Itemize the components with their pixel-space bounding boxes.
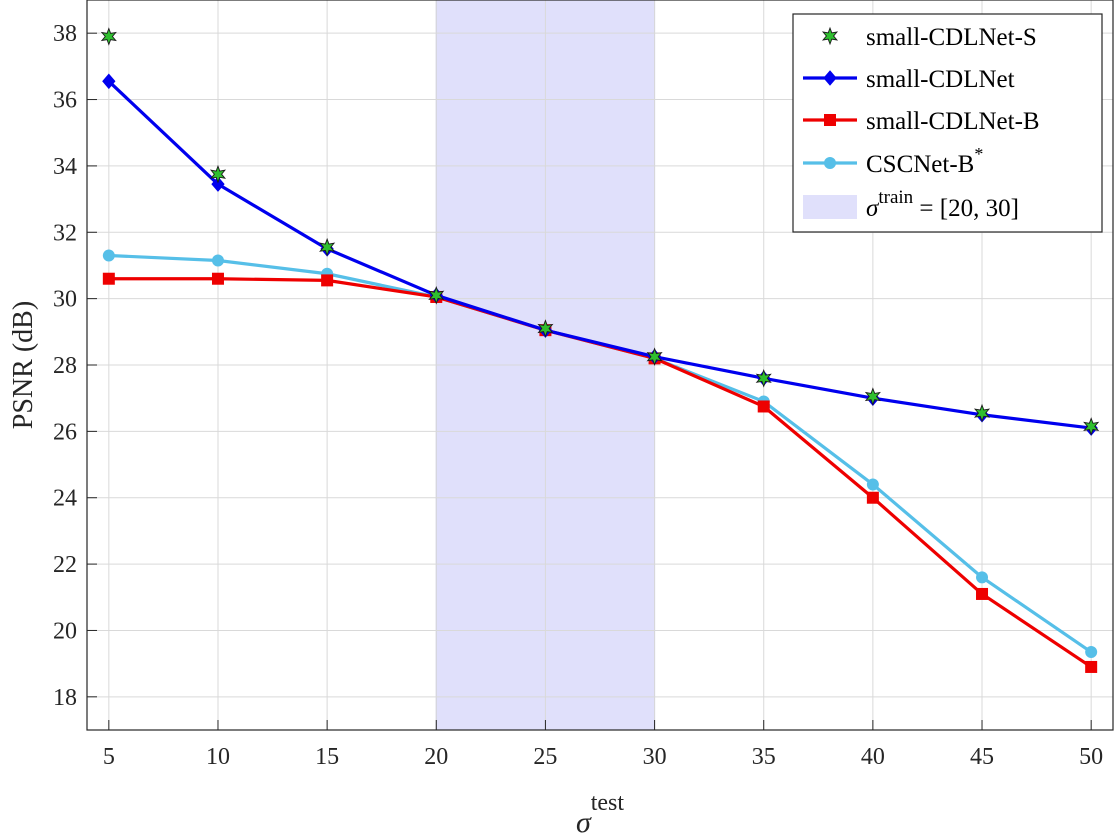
y-tick-label-22: 22	[53, 552, 77, 578]
point-small-cdlnet-b-35	[757, 400, 770, 413]
point-small-cdlnet-s-15	[319, 237, 336, 257]
legend-marker-small-cdlnet	[823, 70, 837, 86]
legend-label-cscnet-b: CSCNet-B*	[866, 144, 983, 178]
y-tick-label-36: 36	[53, 88, 77, 114]
series-small-cdlnet-s	[100, 27, 1100, 436]
point-small-cdlnet-s-20	[428, 286, 445, 305]
series-line-small-cdlnet	[107, 80, 1092, 430]
legend-label-small-cdlnet-b: small-CDLNet-B	[866, 108, 1040, 135]
legend-marker-small-cdlnet-b	[824, 114, 836, 126]
x-tick-label-20: 20	[424, 744, 448, 770]
legend-label-training-region: σtrain = [20, 30]	[866, 187, 1019, 222]
point-cscnet-b-45	[976, 571, 989, 584]
legend-label-small-cdlnet: small-CDLNet	[866, 66, 1015, 93]
point-small-cdlnet-b-15	[321, 274, 334, 287]
point-cscnet-b-5	[102, 249, 115, 262]
x-tick-label-15: 15	[315, 744, 339, 770]
point-small-cdlnet-b-5	[102, 272, 115, 285]
legend: small-CDLNet-S small-CDLNet small-CDLNet-B…	[792, 13, 1103, 233]
point-cscnet-b-10	[211, 254, 224, 267]
point-small-cdlnet-s-25	[537, 319, 554, 338]
legend-marker-small-cdlnet-s	[821, 26, 839, 46]
x-tick-label-35: 35	[752, 744, 776, 770]
point-small-cdlnet-10	[211, 176, 225, 192]
x-tick-label-40: 40	[861, 744, 885, 770]
y-tick-label-26: 26	[53, 419, 77, 445]
point-small-cdlnet-s-50	[1083, 417, 1100, 436]
y-tick-label-18: 18	[53, 685, 77, 711]
y-tick-label-38: 38	[53, 21, 77, 47]
x-axis-title-sup: test	[591, 790, 625, 816]
point-small-cdlnet-b-45	[976, 587, 989, 600]
point-small-cdlnet-b-40	[866, 491, 879, 504]
point-small-cdlnet-b-50	[1085, 660, 1098, 673]
x-tick-label-10: 10	[206, 744, 230, 770]
y-tick-label-34: 34	[53, 154, 77, 180]
x-tick-label-25: 25	[533, 744, 557, 770]
point-small-cdlnet-5	[102, 73, 116, 90]
legend-swatch-training-region	[803, 195, 857, 219]
y-tick-label-32: 32	[53, 220, 77, 246]
point-small-cdlnet-s-30	[646, 347, 663, 367]
y-axis-title: PSNR (dB)	[8, 301, 39, 429]
point-small-cdlnet-s-40	[864, 387, 881, 406]
point-cscnet-b-40	[866, 478, 879, 491]
series-layer	[100, 27, 1100, 673]
point-small-cdlnet-b-10	[211, 272, 224, 285]
legend-label-small-cdlnet-s: small-CDLNet-S	[866, 24, 1037, 51]
y-tick-label-30: 30	[53, 287, 77, 313]
x-tick-label-50: 50	[1079, 744, 1103, 770]
x-axis-title-base: σ	[576, 806, 592, 839]
y-tick-label-20: 20	[53, 618, 77, 644]
tick-layer: 5 10 15 20 25 30 35 40 45 50 18 20 22 24 26 28 30 32 34 36 3…	[53, 21, 1103, 770]
y-tick-label-24: 24	[53, 486, 77, 512]
point-cscnet-b-50	[1085, 646, 1098, 659]
point-small-cdlnet-s-35	[755, 368, 772, 388]
y-tick-label-28: 28	[53, 353, 77, 379]
x-axis-title: σtest	[576, 790, 624, 839]
point-small-cdlnet-s-10	[209, 164, 227, 184]
x-tick-label-45: 45	[970, 744, 994, 770]
x-tick-label-5: 5	[103, 744, 115, 770]
legend-marker-cscnet-b	[824, 157, 836, 169]
point-small-cdlnet-s-45	[973, 403, 991, 423]
point-small-cdlnet-s-5	[100, 27, 117, 46]
x-tick-label-30: 30	[643, 744, 667, 770]
